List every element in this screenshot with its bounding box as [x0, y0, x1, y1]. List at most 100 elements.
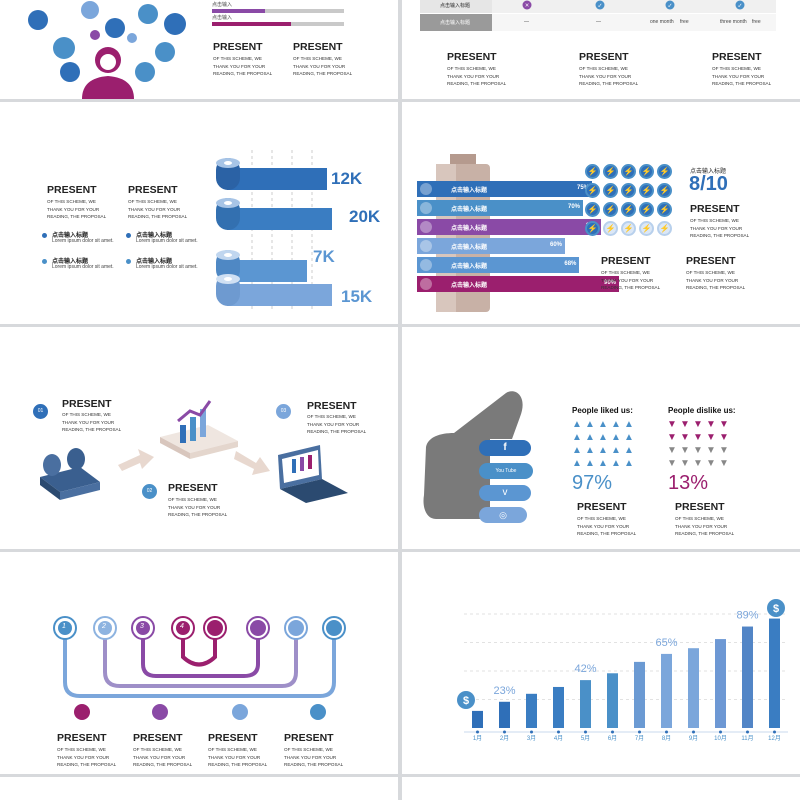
thumbs-up-icon: ▲ [624, 419, 634, 430]
lamp-icon [288, 620, 304, 636]
check-icon: ✓ [735, 0, 745, 10]
like-percent: 97% [572, 472, 613, 494]
tick-label: 12月 [768, 735, 781, 742]
lightning-icon: ⚡ [657, 164, 672, 179]
thumbs-up-icon: ▲ [624, 445, 634, 456]
lightning-icon: ⚡ [621, 183, 636, 198]
axis-dot [746, 730, 749, 734]
slide-2: 点击输入标题 × ✓ ✓ ✓ 点击输入标题 — — one month free… [402, 0, 800, 99]
node-number-3: 3 [140, 623, 144, 630]
mail-icon [105, 18, 125, 38]
item-title: 点击输入标题 [136, 233, 173, 239]
present-title: PRESENT [208, 732, 258, 744]
thumbs-down-icon: ▼ [680, 458, 690, 469]
axis-dot [638, 730, 641, 734]
bullet-dot [126, 259, 131, 264]
axis-dot [503, 730, 506, 734]
item-body: Lorem ipsum dolor sit amet. [52, 264, 114, 270]
print-icon [250, 620, 266, 636]
item-title: 点击输入标题 [136, 259, 173, 265]
present-body: OF THIS SCHEME, WE THANK YOU FOR YOUR RE… [712, 66, 772, 86]
table-row [420, 14, 776, 31]
axis-dot [557, 730, 560, 734]
axis-dot [611, 730, 614, 734]
thumbs-up-icon: ▲ [585, 445, 595, 456]
lightning-icon: ⚡ [585, 183, 600, 198]
axis-dot [584, 730, 587, 734]
clock-icon [138, 4, 158, 24]
present-body: OF THIS SCHEME, WE THANK YOU FOR YOUR RE… [307, 414, 367, 434]
present-title: PRESENT [133, 732, 183, 744]
roll-bars [216, 150, 332, 310]
bar [742, 626, 753, 728]
lamp-icon [232, 704, 248, 720]
dollar-icon [457, 691, 475, 709]
bar [607, 673, 618, 728]
bar-percent: 70% [567, 204, 580, 210]
thumbs-down-icon: ▼ [706, 458, 716, 469]
slide-3: PRESENT OF THIS SCHEME, WE THANK YOU FOR… [0, 102, 398, 324]
present-body: OF THIS SCHEME, WE THANK YOU FOR YOUR RE… [284, 747, 344, 767]
cross-icon: × [522, 0, 532, 10]
lightning-icon: ⚡ [639, 202, 654, 217]
instagram-icon: ◎ [479, 507, 527, 523]
thumbs-down-icon: ▼ [706, 419, 716, 430]
roll-bar-1 [227, 168, 327, 190]
tick-label: 3月 [527, 735, 536, 742]
thumbs-up-icon: ▲ [624, 458, 634, 469]
lightning-icon: ⚡ [621, 164, 636, 179]
battery-bar: 点击输入标题 70% [417, 200, 583, 216]
roll-bar-2 [227, 208, 332, 230]
present-title: PRESENT [213, 41, 263, 53]
lightning-icon: ⚡ [639, 221, 654, 236]
check-icon: ✓ [595, 0, 605, 10]
node-number-4: 4 [180, 623, 184, 630]
roll-value-1: 12K [331, 169, 363, 188]
thumbs-up-icon: ▲ [598, 458, 608, 469]
step-number-3: 03 [276, 404, 291, 419]
tick-label: 6月 [608, 735, 617, 742]
present-body: OF THIS SCHEME, WE THANK YOU FOR YOUR RE… [133, 747, 193, 767]
present-body: OF THIS SCHEME, WE THANK YOU FOR YOUR RE… [447, 66, 507, 86]
lightning-icon: ⚡ [657, 183, 672, 198]
slide-9 [0, 777, 398, 800]
present-body: OF THIS SCHEME, WE THANK YOU FOR YOUR RE… [675, 516, 735, 536]
axis-dot [476, 730, 479, 734]
music-icon [28, 10, 48, 30]
score-label: 点击输入标题 [690, 169, 727, 175]
thumbs-down-icon: ▼ [706, 445, 716, 456]
present-title: PRESENT [712, 51, 762, 63]
item-title: 点击输入标题 [52, 233, 89, 239]
dollar-icon-glyph: $ [463, 695, 469, 707]
tick-label: 8月 [662, 735, 671, 742]
check-icon: ✓ [665, 0, 675, 10]
isometric-illustrations [40, 400, 348, 503]
item-body: Lorem ipsum dolor sit amet. [136, 264, 198, 270]
lightning-icon: ⚡ [657, 221, 672, 236]
present-body: OF THIS SCHEME, WE THANK YOU FOR YOUR RE… [47, 199, 107, 219]
roll-bar-3 [227, 260, 307, 282]
tick-label: 11月 [741, 735, 753, 742]
lightning-icon: ⚡ [603, 221, 618, 236]
lightning-icon: ⚡ [585, 221, 600, 236]
thumbs-up-icon: ▲ [572, 458, 582, 469]
battery-bar: 点击输入标题 60% [417, 238, 565, 254]
thumbs-up-icon: ▲ [598, 432, 608, 443]
present-body: OF THIS SCHEME, WE THANK YOU FOR YOUR RE… [601, 270, 661, 290]
rating-icon-grid: ⚡ ⚡ ⚡ ⚡ ⚡ ⚡ ⚡ ⚡ ⚡ ⚡ ⚡ ⚡ ⚡ ⚡ ⚡ ⚡ ⚡ ⚡ ⚡ ⚡ [585, 164, 683, 264]
phone-icon [81, 1, 99, 19]
present-title: PRESENT [47, 184, 97, 196]
slide-7: 1 2 3 4 PRESENT OF THIS SCHEME, WE THANK… [0, 552, 398, 774]
data-label: 42% [574, 663, 596, 675]
briefcase-icon [310, 704, 326, 720]
laptop-icon [278, 445, 348, 503]
thumbs-down-icon: ▼ [667, 445, 677, 456]
table-header-cell [420, 0, 492, 13]
lightning-icon: ⚡ [639, 183, 654, 198]
roll-value-2: 20K [349, 207, 381, 226]
lightning-icon: ⚡ [639, 164, 654, 179]
thumbs-down-icon: ▼ [680, 445, 690, 456]
thumbs-down-icon: ▼ [693, 458, 703, 469]
facebook-icon: f [479, 440, 531, 456]
table-cell: — [524, 19, 529, 25]
